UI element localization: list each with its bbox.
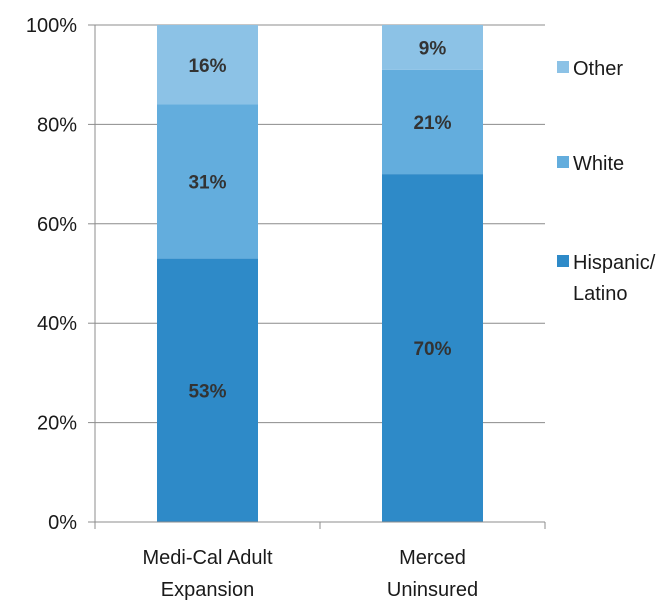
data-label: 9% bbox=[419, 38, 447, 59]
legend-swatch bbox=[557, 61, 569, 73]
data-label: 31% bbox=[188, 173, 226, 194]
y-tick-label: 100% bbox=[26, 15, 77, 37]
bars: 53% 31% 16% 70% 21% 9% bbox=[157, 25, 483, 522]
category-label: Medi-Cal Adult bbox=[142, 547, 273, 569]
data-label: 16% bbox=[188, 56, 226, 77]
y-axis: 0% 20% 40% 60% 80% 100% bbox=[26, 15, 96, 534]
x-axis: Medi-Cal Adult Expansion Merced Uninsured bbox=[94, 521, 546, 601]
category-label: Uninsured bbox=[387, 579, 478, 601]
legend-label: Other bbox=[573, 58, 623, 80]
y-tick-label: 40% bbox=[37, 313, 77, 335]
y-tick-label: 60% bbox=[37, 214, 77, 236]
bar-segment bbox=[382, 25, 483, 70]
legend-swatch bbox=[557, 156, 569, 168]
legend-label: Latino bbox=[573, 283, 628, 305]
legend-label: White bbox=[573, 153, 624, 175]
y-tick-label: 80% bbox=[37, 114, 77, 136]
bar-segment bbox=[382, 174, 483, 522]
data-label: 70% bbox=[413, 339, 451, 360]
bar-segment bbox=[382, 69, 483, 175]
y-tick-label: 20% bbox=[37, 413, 77, 435]
legend-swatch bbox=[557, 255, 569, 267]
category-label: Expansion bbox=[161, 579, 254, 601]
legend: Other White Hispanic/Latino bbox=[557, 58, 656, 305]
bar-segment bbox=[157, 104, 258, 259]
bar-segment bbox=[157, 258, 258, 522]
data-label: 21% bbox=[413, 113, 451, 134]
y-tick-label: 0% bbox=[48, 512, 77, 534]
bar-segment bbox=[157, 25, 258, 105]
legend-label: Hispanic/ bbox=[573, 252, 656, 274]
data-label: 53% bbox=[188, 381, 226, 402]
category-label: Merced bbox=[399, 547, 466, 569]
